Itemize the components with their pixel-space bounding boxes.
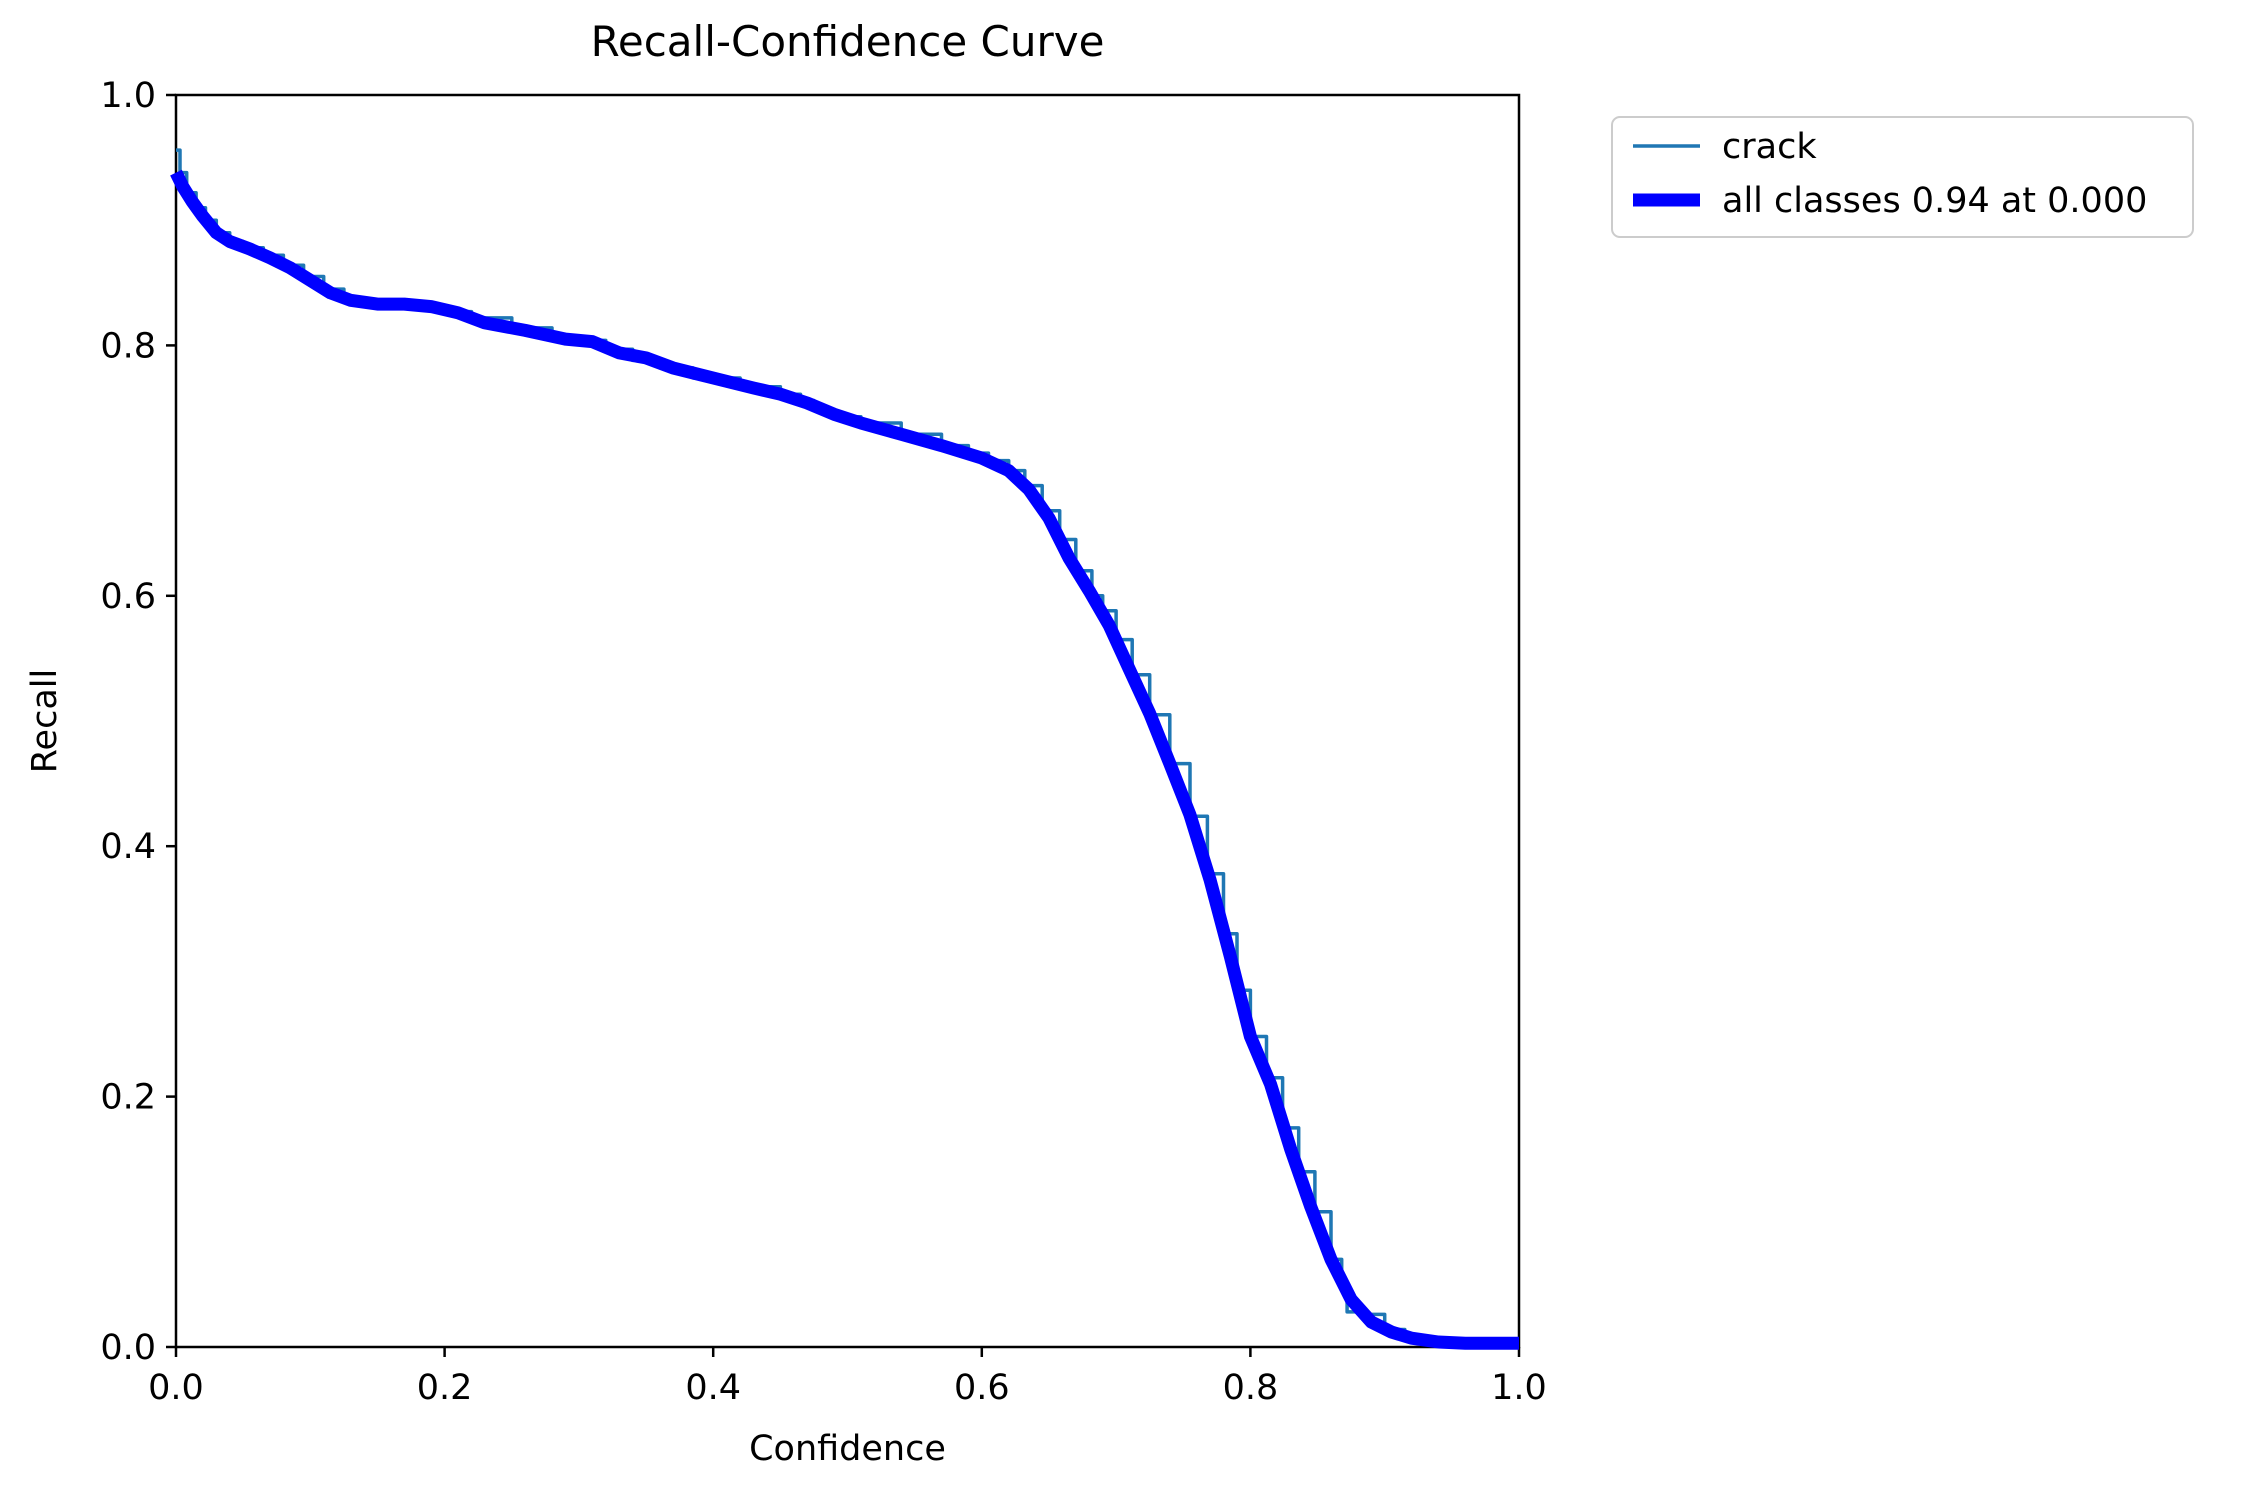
x-tick-label: 0.4 — [685, 1368, 741, 1408]
legend-box — [1611, 116, 2194, 238]
y-tick-label: 0.4 — [100, 827, 156, 867]
x-tick-label: 1.0 — [1491, 1368, 1547, 1408]
all-classes-line — [170, 169, 1519, 1350]
y-tick-label: 0.0 — [100, 1328, 156, 1368]
chart-title: Recall-Confidence Curve — [591, 17, 1105, 66]
series-lines — [170, 148, 1519, 1350]
y-axis-ticks: 0.0 0.2 0.4 0.6 0.8 1.0 — [100, 76, 176, 1368]
x-tick-label: 0.2 — [417, 1368, 473, 1408]
x-tick-label: 0.6 — [954, 1368, 1010, 1408]
x-tick-label: 0.0 — [148, 1368, 204, 1408]
x-tick-label: 0.8 — [1223, 1368, 1279, 1408]
y-tick-label: 0.2 — [100, 1078, 156, 1118]
crack-line — [176, 148, 1519, 1345]
y-axis-label: Recall — [25, 669, 65, 773]
plot-border — [174, 93, 1521, 1349]
legend-label-crack: crack — [1722, 127, 1817, 167]
y-tick-label: 0.6 — [100, 577, 156, 617]
legend: crack all classes 0.94 at 0.000 — [1611, 116, 2194, 238]
legend-label-all-classes: all classes 0.94 at 0.000 — [1722, 181, 2147, 221]
y-tick-label: 0.8 — [100, 326, 156, 366]
y-tick-label: 1.0 — [100, 76, 156, 116]
x-axis-label: Confidence — [749, 1429, 946, 1469]
x-axis-ticks: 0.0 0.2 0.4 0.6 0.8 1.0 — [148, 1347, 1547, 1408]
